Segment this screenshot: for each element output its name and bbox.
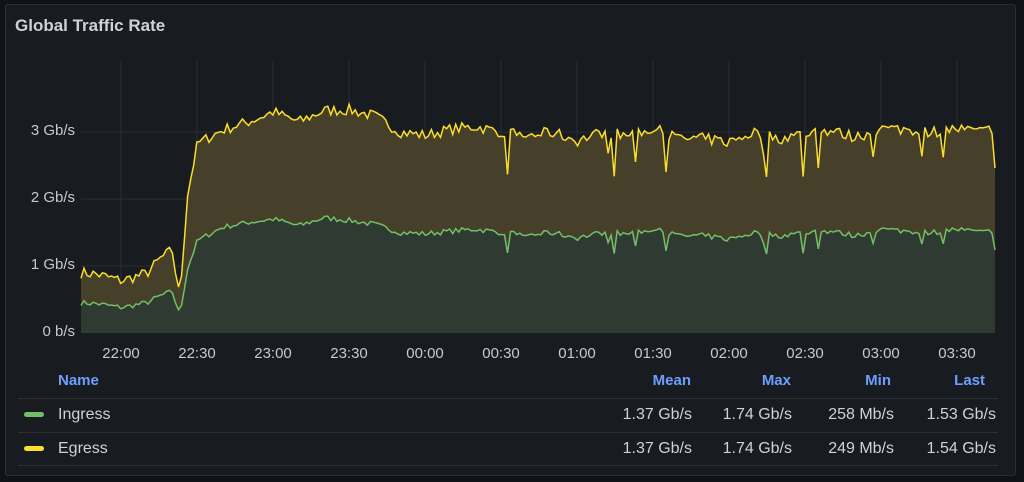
legend-header-last[interactable]: Last bbox=[954, 372, 985, 389]
legend-header-max[interactable]: Max bbox=[761, 372, 791, 389]
x-tick: 01:30 bbox=[634, 345, 672, 362]
x-tick: 22:00 bbox=[102, 345, 140, 362]
egress-line bbox=[80, 101, 996, 288]
legend-divider bbox=[18, 465, 998, 466]
y-tick-1: 1 Gb/s bbox=[30, 256, 75, 273]
legend-series-name[interactable]: Egress bbox=[58, 440, 108, 457]
ingress-color-swatch[interactable] bbox=[24, 412, 44, 417]
x-tick: 22:30 bbox=[178, 345, 216, 362]
legend-header-name[interactable]: Name bbox=[58, 372, 99, 389]
ingress-area bbox=[81, 216, 995, 333]
legend-last: 1.54 Gb/s bbox=[926, 440, 996, 457]
ingress-line bbox=[80, 215, 996, 312]
legend-min: 249 Mb/s bbox=[828, 440, 894, 457]
x-tick: 01:00 bbox=[558, 345, 596, 362]
legend-min: 258 Mb/s bbox=[828, 406, 894, 423]
legend-row-ingress[interactable]: Ingress 1.37 Gb/s 1.74 Gb/s 258 Mb/s 1.5… bbox=[18, 398, 998, 432]
x-tick: 23:30 bbox=[330, 345, 368, 362]
legend-mean: 1.37 Gb/s bbox=[622, 440, 692, 457]
x-tick: 23:00 bbox=[254, 345, 292, 362]
legend-max: 1.74 Gb/s bbox=[722, 406, 792, 423]
x-tick: 03:30 bbox=[938, 345, 976, 362]
panel-title: Global Traffic Rate bbox=[15, 16, 166, 35]
legend-header-mean[interactable]: Mean bbox=[652, 372, 691, 389]
y-tick-0: 0 b/s bbox=[42, 323, 75, 340]
x-tick: 00:00 bbox=[406, 345, 444, 362]
y-tick-2: 2 Gb/s bbox=[30, 189, 75, 206]
legend-series-name[interactable]: Ingress bbox=[58, 406, 111, 423]
x-tick: 02:30 bbox=[786, 345, 824, 362]
legend-last: 1.53 Gb/s bbox=[926, 406, 996, 423]
legend-mean: 1.37 Gb/s bbox=[622, 406, 692, 423]
egress-color-swatch[interactable] bbox=[24, 446, 44, 451]
y-tick-3: 3 Gb/s bbox=[30, 122, 75, 139]
egress-area bbox=[81, 104, 995, 310]
legend-header-min[interactable]: Min bbox=[865, 372, 891, 389]
legend-max: 1.74 Gb/s bbox=[722, 440, 792, 457]
legend-row-egress[interactable]: Egress 1.37 Gb/s 1.74 Gb/s 249 Mb/s 1.54… bbox=[18, 432, 998, 466]
x-tick: 03:00 bbox=[862, 345, 900, 362]
x-tick: 00:30 bbox=[482, 345, 520, 362]
x-tick: 02:00 bbox=[710, 345, 748, 362]
